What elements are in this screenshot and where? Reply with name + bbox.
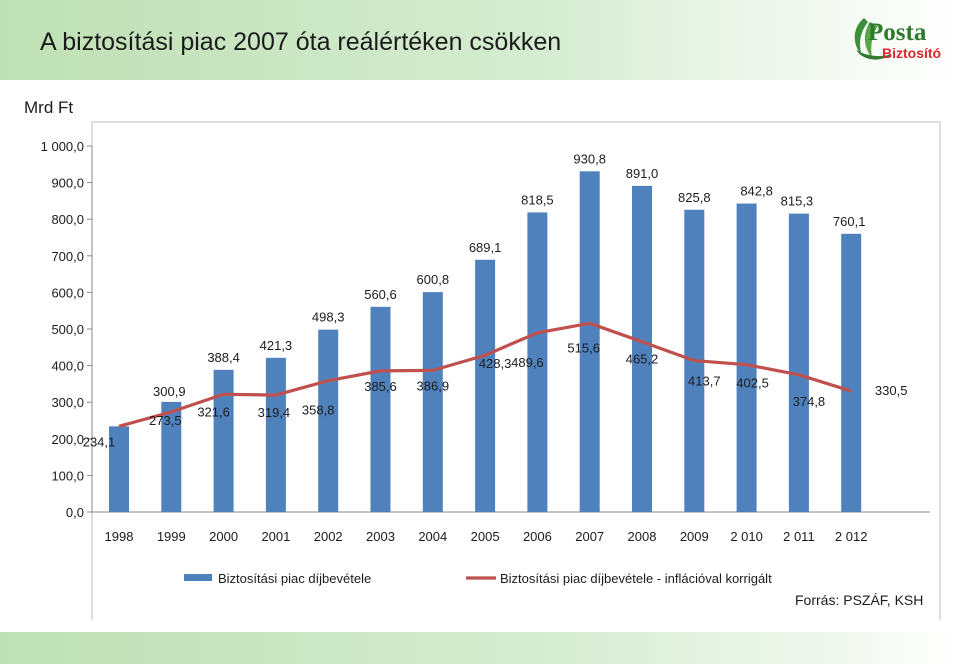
bar-data-label: 498,3 xyxy=(312,310,345,325)
x-tick-label: 2001 xyxy=(261,529,290,544)
x-tick-label: 2007 xyxy=(575,529,604,544)
x-tick-label: 2 010 xyxy=(730,529,763,544)
line-data-label: 321,6 xyxy=(197,404,230,419)
footer-band xyxy=(0,632,960,664)
line-data-label: 358,8 xyxy=(302,403,335,418)
bar-data-label: 760,1 xyxy=(833,214,866,229)
bar-data-label: 825,8 xyxy=(678,190,711,205)
leaf-icon xyxy=(854,18,892,60)
bar-data-label: 842,8 xyxy=(740,184,773,199)
bar-data-label: 560,6 xyxy=(364,287,397,302)
x-tick-label: 2005 xyxy=(471,529,500,544)
y-tick-label: 0,0 xyxy=(66,505,84,520)
x-tick-label: 2006 xyxy=(523,529,552,544)
page-title: A biztosítási piac 2007 óta reálértéken … xyxy=(40,28,562,56)
bar-2000 xyxy=(213,369,234,512)
y-tick-label: 300,0 xyxy=(51,395,84,410)
y-tick-label: 1 000,0 xyxy=(41,139,84,154)
line-data-label: 385,6 xyxy=(364,379,397,394)
bar-data-label: 234,1 xyxy=(83,434,116,449)
x-tick-label: 2 011 xyxy=(783,529,815,544)
bar-2006 xyxy=(527,212,548,512)
line-data-label: 413,7 xyxy=(688,374,721,389)
legend-bar-swatch xyxy=(184,574,212,581)
bar-data-label: 300,9 xyxy=(153,384,186,399)
bar-1998 xyxy=(109,426,129,512)
legend-line-label: Biztosítási piac díjbevétele - inflációv… xyxy=(500,571,772,586)
line-data-label: 330,5 xyxy=(875,383,908,398)
header-band xyxy=(0,0,960,80)
logo-biztosito-text: Biztosító xyxy=(882,45,941,61)
bar-data-label: 818,5 xyxy=(521,192,554,207)
y-tick-label: 200,0 xyxy=(51,432,84,447)
y-tick-label: 100,0 xyxy=(51,468,84,483)
source-note: Forrás: PSZÁF, KSH xyxy=(795,592,924,608)
x-tick-label: 2003 xyxy=(366,529,395,544)
line-data-label: 515,6 xyxy=(567,340,600,355)
logo-posta-text: Posta xyxy=(868,19,927,46)
bar-data-label: 421,3 xyxy=(260,338,293,353)
bar-2001 xyxy=(265,357,286,512)
bar-2004 xyxy=(422,292,443,512)
y-tick-label: 700,0 xyxy=(51,249,84,264)
bar-1999 xyxy=(161,401,182,512)
legend-bar-label: Biztosítási piac díjbevétele xyxy=(218,571,371,586)
bar-2002 xyxy=(318,329,339,512)
bar-2012 xyxy=(841,233,862,512)
x-tick-label: 2008 xyxy=(628,529,657,544)
bar-data-label: 689,1 xyxy=(469,240,502,255)
bar-data-label: 815,3 xyxy=(781,194,814,209)
bar-2008 xyxy=(632,185,652,513)
x-tick-label: 2009 xyxy=(680,529,709,544)
x-tick-label: 1998 xyxy=(105,529,134,544)
line-data-label: 386,9 xyxy=(417,378,450,393)
y-tick-label: 900,0 xyxy=(51,176,84,191)
bar-data-label: 388,4 xyxy=(207,350,240,365)
bar-data-label: 600,8 xyxy=(417,272,450,287)
y-tick-label: 500,0 xyxy=(51,322,84,337)
bar-data-label: 930,8 xyxy=(573,151,606,166)
y-axis-unit-label: Mrd Ft xyxy=(24,98,74,117)
line-data-label: 402,5 xyxy=(736,376,769,391)
line-data-label: 319,4 xyxy=(258,405,291,420)
y-tick-label: 800,0 xyxy=(51,212,84,227)
line-data-label: 489,6 xyxy=(511,355,544,370)
bar-data-label: 891,0 xyxy=(626,166,659,181)
line-data-label: 374,8 xyxy=(793,394,826,409)
line-data-label: 428,3 xyxy=(479,356,512,371)
y-tick-label: 400,0 xyxy=(51,359,84,374)
bar-2003 xyxy=(370,306,391,512)
insurance-premium-chart: 0,0 100,0 200,0 300,0 400,0 500,0 600,0 700,0 80… xyxy=(41,121,941,620)
y-tick-label: 600,0 xyxy=(51,285,84,300)
bar-2005 xyxy=(475,259,496,512)
posta-biztosito-logo: Posta Biztosító xyxy=(854,18,941,61)
line-data-label: 273,5 xyxy=(149,413,182,428)
x-tick-label: 2 012 xyxy=(835,529,868,544)
x-tick-label: 2000 xyxy=(209,529,238,544)
bar-2011 xyxy=(788,213,809,512)
bar-2010 xyxy=(736,203,757,512)
x-tick-label: 2002 xyxy=(314,529,343,544)
line-data-label: 465,2 xyxy=(626,352,659,367)
bar-2007 xyxy=(579,171,600,512)
x-tick-label: 1999 xyxy=(157,529,186,544)
x-tick-label: 2004 xyxy=(418,529,447,544)
real-value-line xyxy=(118,321,852,428)
